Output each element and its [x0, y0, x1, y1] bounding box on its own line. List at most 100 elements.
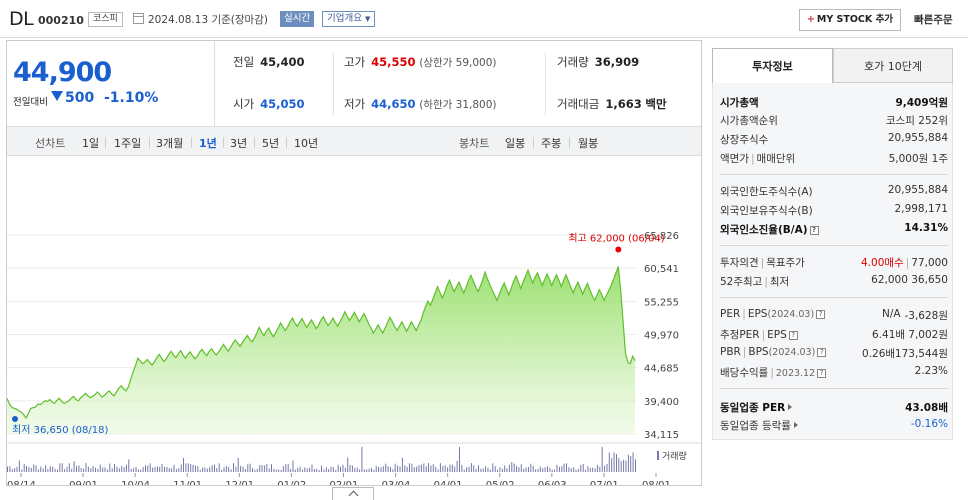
week52-low-label: 최저: [769, 276, 790, 288]
volume-bar: [214, 464, 215, 472]
volume-bar: [125, 464, 127, 472]
volume-bar: [244, 469, 246, 472]
help-icon[interactable]: ?: [816, 310, 826, 319]
volume-bar: [42, 468, 44, 472]
period-5y[interactable]: 5년: [262, 137, 280, 150]
volume-bar: [259, 465, 261, 472]
y-tick-label: 60,541: [644, 264, 679, 275]
volume-bar: [11, 469, 13, 472]
volume-bar: [294, 469, 296, 472]
divider: [720, 388, 948, 389]
corp-info-dropdown[interactable]: 기업개요 ▼: [322, 11, 376, 27]
info-tabs: 투자정보 호가 10단계: [712, 48, 953, 83]
x-tick-label: 06/03: [538, 480, 567, 485]
volume-bar: [161, 464, 163, 472]
trade-value-unit: 백만: [645, 97, 667, 111]
stat-prev: 전일 45,400: [233, 54, 305, 70]
volume-bar: [287, 464, 289, 472]
row-sector-rate[interactable]: 동일업종 등락률 -0.16%: [720, 418, 948, 436]
period-1w[interactable]: 1주일: [114, 137, 142, 150]
divider: [191, 137, 192, 148]
period-1y[interactable]: 1년: [199, 137, 217, 150]
eps-year: (2024.03): [767, 309, 815, 320]
volume-bar: [297, 468, 299, 472]
my-stock-add-button[interactable]: + MY STOCK 추가: [799, 9, 901, 31]
candle-weekly[interactable]: 주봉: [541, 137, 562, 150]
y-tick-label: 65,826: [644, 231, 679, 242]
help-icon[interactable]: ?: [788, 331, 798, 340]
volume-bar: [530, 463, 532, 472]
volume-bar: [252, 468, 253, 472]
chevron-up-icon: [348, 490, 358, 500]
realtime-button[interactable]: 실시간: [280, 11, 315, 27]
foreign-hold: 2,998,171: [894, 203, 948, 215]
candle-daily[interactable]: 일봉: [505, 137, 526, 150]
trade-value: 1,663: [605, 97, 642, 111]
market-badge: 코스피: [88, 12, 123, 27]
period-3y[interactable]: 3년: [230, 137, 248, 150]
volume-bar: [485, 466, 487, 472]
volume-bar: [604, 465, 606, 472]
volume-bar: [206, 468, 208, 472]
market-cap-rank: 코스피 252위: [885, 115, 948, 127]
volume-bar: [28, 467, 30, 472]
volume-bar: [566, 463, 567, 472]
volume-bar: [356, 467, 358, 472]
help-icon[interactable]: ?: [809, 226, 819, 235]
volume-bar: [99, 464, 101, 472]
est-per-labels: 추정PER | EPS?: [720, 327, 798, 342]
volume-bar: [271, 464, 272, 472]
tab-investment-info[interactable]: 투자정보: [712, 48, 833, 83]
volume-bar: [354, 468, 356, 472]
stat-high: 고가 45,550 (상한가 59,000): [344, 54, 496, 70]
collapse-button[interactable]: [332, 487, 374, 500]
target-price: 77,000: [911, 257, 948, 269]
volume-bar: [273, 468, 275, 472]
period-10y[interactable]: 10년: [294, 137, 319, 150]
volume-bar: [33, 464, 35, 472]
volume-bar: [106, 469, 108, 472]
volume-bar: [556, 464, 558, 472]
volume-bar: [428, 463, 429, 472]
volume-bar: [418, 465, 420, 472]
high-marker: [615, 246, 622, 253]
volume-bar: [116, 466, 118, 472]
info-panel: 투자정보 호가 10단계 시가총액 9,409억원 시가총액순위 코스피 252위 …: [712, 48, 953, 440]
volume-bar: [551, 469, 553, 472]
low-annotation: 최저 36,650 (08/18): [12, 424, 108, 436]
quick-order-button[interactable]: 빠른주문: [914, 14, 953, 26]
volume-bar: [577, 469, 579, 472]
low-value: 44,650: [371, 97, 416, 111]
est-eps: 7,002원: [908, 329, 948, 341]
period-3m[interactable]: 3개월: [156, 137, 184, 150]
date-text: 2024.08.13 기준(장마감): [148, 14, 268, 26]
volume-bar: [409, 463, 410, 472]
tab-orderbook[interactable]: 호가 10단계: [833, 48, 953, 83]
row-sector-per[interactable]: 동일업종 PER 43.08배: [720, 400, 948, 418]
row-market-cap: 시가총액 9,409억원: [720, 95, 948, 113]
help-icon[interactable]: ?: [817, 348, 827, 357]
volume-bar: [401, 457, 403, 472]
volume-bar: [618, 457, 620, 472]
volume-bar: [199, 469, 201, 472]
price-chart[interactable]: 65,826 60,541 55,255 49,970 44,685 39,400 34,1…: [7, 157, 701, 485]
volume-bar: [366, 469, 368, 472]
volume-bar: [202, 467, 204, 472]
volume-bar: [380, 467, 382, 472]
volume-bar: [282, 466, 284, 472]
volume-bar: [218, 463, 220, 472]
eps: -3,628원: [904, 310, 948, 322]
pbr-labels: PBR | BPS(2024.03)?: [720, 346, 827, 358]
eps-label: EPS: [747, 308, 768, 320]
plus-icon: +: [806, 14, 815, 25]
target-label: 목표주가: [766, 257, 805, 269]
volume-bar: [535, 469, 537, 472]
unit-label: 매매단위: [756, 153, 796, 165]
volume-bar: [159, 466, 161, 472]
candle-monthly[interactable]: 월봉: [578, 137, 599, 150]
help-icon[interactable]: ?: [817, 369, 827, 378]
volume-bar: [513, 463, 515, 472]
volume-bar: [399, 466, 401, 472]
period-1d[interactable]: 1일: [82, 137, 100, 150]
volume-bar: [461, 464, 463, 472]
